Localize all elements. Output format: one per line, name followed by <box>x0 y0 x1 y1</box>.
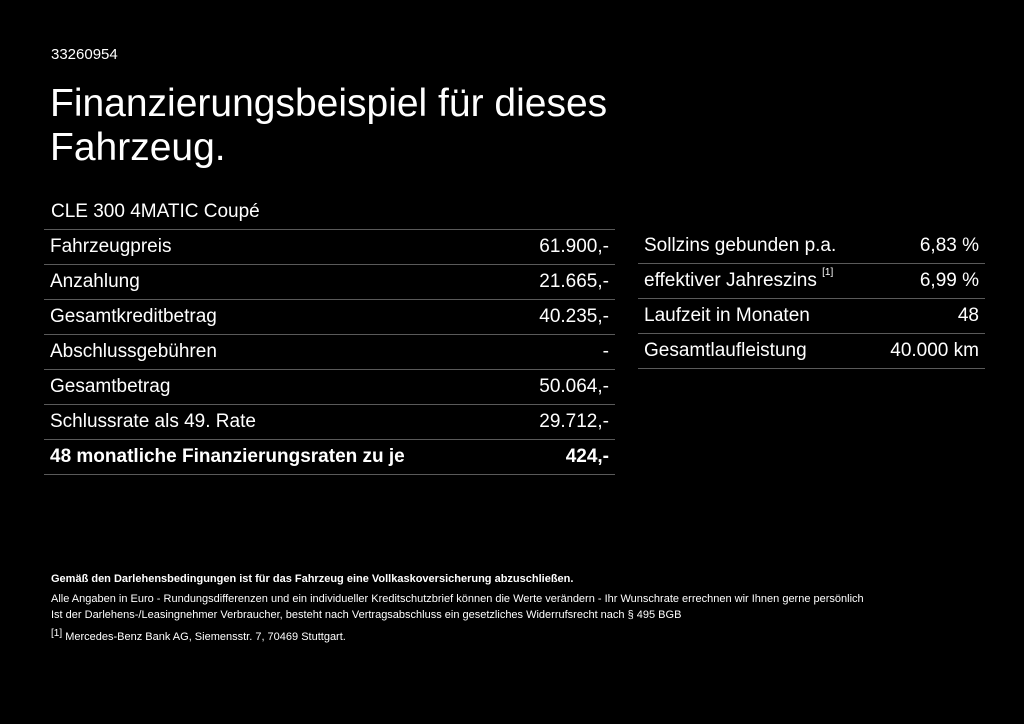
row-value: - <box>510 334 615 370</box>
page-title-line1: Finanzierungsbeispiel für dieses <box>50 82 608 125</box>
table-row: Gesamtlaufleistung 40.000 km <box>638 333 985 369</box>
footnote-marker: [1] <box>51 628 63 639</box>
table-row: Abschlussgebühren - <box>44 334 615 370</box>
footnote: [1] Mercedes-Benz Bank AG, Siemensstr. 7… <box>51 628 991 645</box>
table-row: Gesamtkreditbetrag 40.235,- <box>44 299 615 335</box>
row-value: 6,83 % <box>870 229 985 264</box>
row-label: Gesamtlaufleistung <box>638 333 871 369</box>
row-label-text: effektiver Jahreszins <box>644 270 817 291</box>
financing-table: Fahrzeugpreis 61.900,- Anzahlung 21.665,… <box>44 229 615 475</box>
page-title: Finanzierungsbeispiel für dieses Fahrzeu… <box>50 82 750 170</box>
row-value: 48 <box>870 298 985 334</box>
row-value: 6,99 % <box>870 263 985 299</box>
row-label: Gesamtkreditbetrag <box>44 299 511 335</box>
row-label: Laufzeit in Monaten <box>638 298 871 334</box>
row-label: Fahrzeugpreis <box>44 229 511 265</box>
row-value: 40.235,- <box>510 299 615 335</box>
row-label: effektiver Jahreszins [1] <box>638 263 871 299</box>
vehicle-model: CLE 300 4MATIC Coupé <box>51 201 260 222</box>
withdrawal-note: Ist der Darlehens-/Leasingnehmer Verbrau… <box>51 609 682 621</box>
row-value: 40.000 km <box>870 333 985 369</box>
table-row: Laufzeit in Monaten 48 <box>638 298 985 334</box>
row-label: Anzahlung <box>44 264 511 300</box>
row-value: 21.665,- <box>510 264 615 300</box>
row-label: Gesamtbetrag <box>44 369 511 405</box>
table-row: Gesamtbetrag 50.064,- <box>44 369 615 405</box>
document-id: 33260954 <box>51 46 118 63</box>
row-label: Schlussrate als 49. Rate <box>44 404 511 440</box>
monthly-rate-row: 48 monatliche Finanzierungsraten zu je 4… <box>44 439 615 475</box>
table-row: Fahrzeugpreis 61.900,- <box>44 229 615 265</box>
disclaimer-line: Alle Angaben in Euro - Rundungsdifferenz… <box>51 593 864 605</box>
table-row: Anzahlung 21.665,- <box>44 264 615 300</box>
footnote-marker: [1] <box>822 267 834 278</box>
insurance-note: Gemäß den Darlehensbedingungen ist für d… <box>51 573 574 585</box>
interest-table: Sollzins gebunden p.a. 6,83 % effektiver… <box>638 229 985 369</box>
row-value: 61.900,- <box>510 229 615 265</box>
page-title-line2: Fahrzeug. <box>50 126 226 169</box>
legal-notes: Gemäß den Darlehensbedingungen ist für d… <box>51 571 991 645</box>
table-row: Sollzins gebunden p.a. 6,83 % <box>638 229 985 264</box>
row-value: 50.064,- <box>510 369 615 405</box>
row-value: 424,- <box>510 439 615 475</box>
row-label: Sollzins gebunden p.a. <box>638 229 871 264</box>
row-label: Abschlussgebühren <box>44 334 511 370</box>
table-row: Schlussrate als 49. Rate 29.712,- <box>44 404 615 440</box>
footnote-text: Mercedes-Benz Bank AG, Siemensstr. 7, 70… <box>65 631 346 643</box>
row-label: 48 monatliche Finanzierungsraten zu je <box>44 439 511 475</box>
row-value: 29.712,- <box>510 404 615 440</box>
table-row: effektiver Jahreszins [1] 6,99 % <box>638 263 985 299</box>
